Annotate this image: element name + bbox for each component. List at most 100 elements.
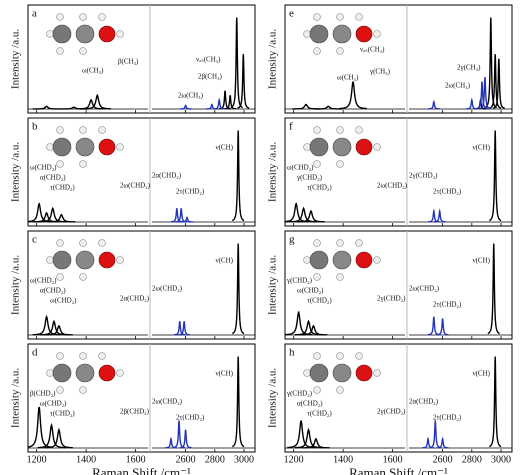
raman-peak bbox=[433, 208, 446, 223]
raman-peak bbox=[237, 54, 250, 109]
hydrogen-atom bbox=[98, 352, 106, 360]
y-axis-label: Intensity /a.u. bbox=[267, 29, 279, 89]
panel: h Intensity /a.u. 1200 1400 1600 2600 2800 3000… bbox=[267, 343, 513, 475]
panel: b Intensity /a.u. ω(CHD₂) α(CHD₂) τ(CHD₂) 2ω(… bbox=[10, 117, 256, 227]
hydrogen-atom bbox=[46, 256, 54, 264]
carbon-atom bbox=[332, 250, 352, 270]
peak-annotation: γ(CHD₂) bbox=[296, 174, 323, 182]
raman-peak bbox=[492, 58, 505, 109]
peak-annotation: α(CHD₂) bbox=[297, 400, 323, 408]
raman-peak bbox=[427, 208, 440, 223]
carbon-atom bbox=[52, 24, 72, 44]
peak-annotation: ω(CH₃) bbox=[82, 67, 104, 75]
hydrogen-atom bbox=[79, 352, 87, 360]
raman-peak bbox=[47, 213, 76, 223]
peak-annotation: 2τ(CHD₂) bbox=[433, 414, 462, 422]
peak-annotation: νₐₛ(CH₃) bbox=[196, 56, 221, 64]
peak-annotation: 2ω(CHD₂) bbox=[120, 182, 151, 190]
raman-peak bbox=[232, 356, 245, 448]
raman-peak bbox=[314, 105, 343, 110]
panel: a Intensity /a.u. ω(CH₃) β(CH₃) 2β(CH₃) 2ω(CH… bbox=[10, 4, 256, 114]
panel-label: b bbox=[32, 121, 38, 133]
panel: e Intensity /a.u. ω(CH₃) γ(CH₃) 2γ(CH₃) 2ω(CH… bbox=[267, 4, 513, 114]
hydrogen-atom bbox=[336, 239, 344, 247]
hydrogen-atom bbox=[355, 239, 363, 247]
panel-frame bbox=[284, 343, 513, 453]
raman-peak bbox=[45, 427, 73, 449]
raman-peak bbox=[83, 93, 112, 110]
peak-annotation: 2γ(CHD₂) bbox=[409, 172, 438, 180]
hydrogen-atom bbox=[336, 160, 344, 168]
panel-frame bbox=[27, 117, 256, 227]
raman-peak bbox=[289, 206, 318, 223]
raman-peak bbox=[37, 422, 66, 449]
peak-annotation: 2ω(CHD₂) bbox=[377, 182, 408, 190]
peak-annotation: τ(CHD₂) bbox=[307, 297, 332, 305]
carbon-atom bbox=[332, 137, 352, 157]
hydrogen-atom bbox=[313, 239, 321, 247]
raman-peak bbox=[476, 81, 488, 110]
peak-annotation: 2τ(CHD₂) bbox=[176, 414, 205, 422]
peak-annotation: α(CHD₂) bbox=[40, 174, 66, 182]
carbon-atom bbox=[52, 250, 72, 270]
peak-annotation: 2τ(CHD₂) bbox=[176, 188, 205, 196]
hydrogen-atom bbox=[313, 386, 321, 394]
x-axis-label: Raman Shift /cm⁻¹ bbox=[349, 465, 448, 475]
oxygen-atom bbox=[355, 25, 373, 43]
peak-annotation: ν(CH) bbox=[215, 257, 233, 265]
raman-peak bbox=[27, 406, 54, 449]
peak-annotation: τ(CHD₂) bbox=[307, 184, 332, 192]
raman-peak bbox=[297, 209, 325, 223]
y-axis-label: Intensity /a.u. bbox=[267, 255, 279, 315]
raman-peak bbox=[436, 318, 449, 336]
oxygen-atom bbox=[355, 251, 373, 269]
oxygen-atom bbox=[98, 25, 116, 43]
hydrogen-atom bbox=[79, 160, 87, 168]
hydrogen-atom bbox=[336, 273, 344, 281]
x-tick-label: 1600 bbox=[383, 454, 403, 465]
raman-peak bbox=[429, 420, 442, 449]
peak-annotation: νₐₛ(CH₃) bbox=[360, 46, 385, 54]
hydrogen-atom bbox=[46, 369, 54, 377]
hydrogen-atom bbox=[313, 126, 321, 134]
peak-annotation: ν(CH) bbox=[472, 144, 490, 152]
raman-peak bbox=[287, 420, 315, 449]
panel: c Intensity /a.u. ω(CHD₂) α(CHD₂) ω(CHD₂) 2α(… bbox=[10, 230, 256, 340]
raman-peak bbox=[230, 17, 243, 109]
peak-annotation: 2α(CHD₂) bbox=[152, 172, 182, 180]
hydrogen-atom bbox=[56, 352, 64, 360]
hydrogen-atom bbox=[79, 47, 87, 55]
hydrogen-atom bbox=[79, 13, 87, 21]
raman-peak bbox=[178, 321, 191, 336]
x-tick-label: 2600 bbox=[433, 454, 453, 465]
hydrogen-atom bbox=[373, 143, 381, 151]
hydrogen-atom bbox=[79, 273, 87, 281]
hydrogen-atom bbox=[355, 13, 363, 21]
peak-annotation: 2β(CH₃) bbox=[198, 73, 223, 81]
carbon-atom bbox=[75, 363, 95, 383]
raman-peak bbox=[339, 81, 367, 110]
peak-annotation: ν(CH) bbox=[472, 370, 490, 378]
raman-peak bbox=[302, 437, 330, 449]
peak-annotation: γ(CH₃) bbox=[369, 68, 391, 76]
hydrogen-atom bbox=[373, 256, 381, 264]
peak-annotation: 2ω(CHD₂) bbox=[409, 285, 440, 293]
panel-label: e bbox=[289, 8, 294, 20]
peak-annotation: γ(CHD₂) bbox=[286, 390, 313, 398]
x-tick-label: 1400 bbox=[333, 454, 353, 465]
carbon-atom bbox=[309, 250, 329, 270]
peak-annotation: ν(CH) bbox=[215, 144, 233, 152]
peak-annotation: τ(CHD₂) bbox=[50, 184, 75, 192]
carbon-atom bbox=[309, 137, 329, 157]
x-tick-label: 1200 bbox=[27, 454, 47, 465]
hydrogen-atom bbox=[116, 30, 124, 38]
raman-peak bbox=[173, 321, 186, 336]
x-tick-label: 2800 bbox=[462, 454, 482, 465]
raman-peak bbox=[294, 319, 323, 336]
peak-annotation: ω(CHD₂) bbox=[30, 277, 57, 285]
raman-peak bbox=[213, 97, 226, 110]
x-tick-label: 1400 bbox=[76, 454, 96, 465]
oxygen-atom bbox=[98, 251, 116, 269]
raman-peak bbox=[427, 99, 440, 110]
